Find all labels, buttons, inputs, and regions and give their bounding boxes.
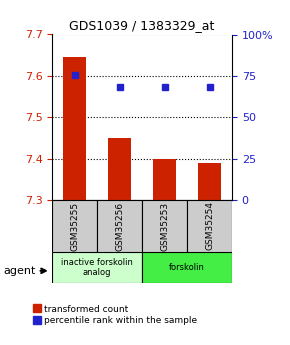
Text: forskolin: forskolin xyxy=(169,263,205,272)
Bar xyxy=(108,138,131,200)
FancyBboxPatch shape xyxy=(187,200,232,252)
Bar xyxy=(64,57,86,200)
Bar xyxy=(153,159,176,200)
Text: GSM35254: GSM35254 xyxy=(205,201,214,250)
Text: agent: agent xyxy=(3,266,35,276)
Text: GSM35256: GSM35256 xyxy=(115,201,124,250)
Title: GDS1039 / 1383329_at: GDS1039 / 1383329_at xyxy=(69,19,215,32)
FancyBboxPatch shape xyxy=(52,200,97,252)
Text: GSM35253: GSM35253 xyxy=(160,201,169,250)
FancyBboxPatch shape xyxy=(97,200,142,252)
FancyBboxPatch shape xyxy=(52,252,142,283)
Text: inactive forskolin
analog: inactive forskolin analog xyxy=(61,258,133,277)
Bar xyxy=(198,163,221,200)
FancyBboxPatch shape xyxy=(142,200,187,252)
FancyBboxPatch shape xyxy=(142,252,232,283)
Text: GSM35255: GSM35255 xyxy=(70,201,79,250)
Legend: transformed count, percentile rank within the sample: transformed count, percentile rank withi… xyxy=(34,305,197,325)
